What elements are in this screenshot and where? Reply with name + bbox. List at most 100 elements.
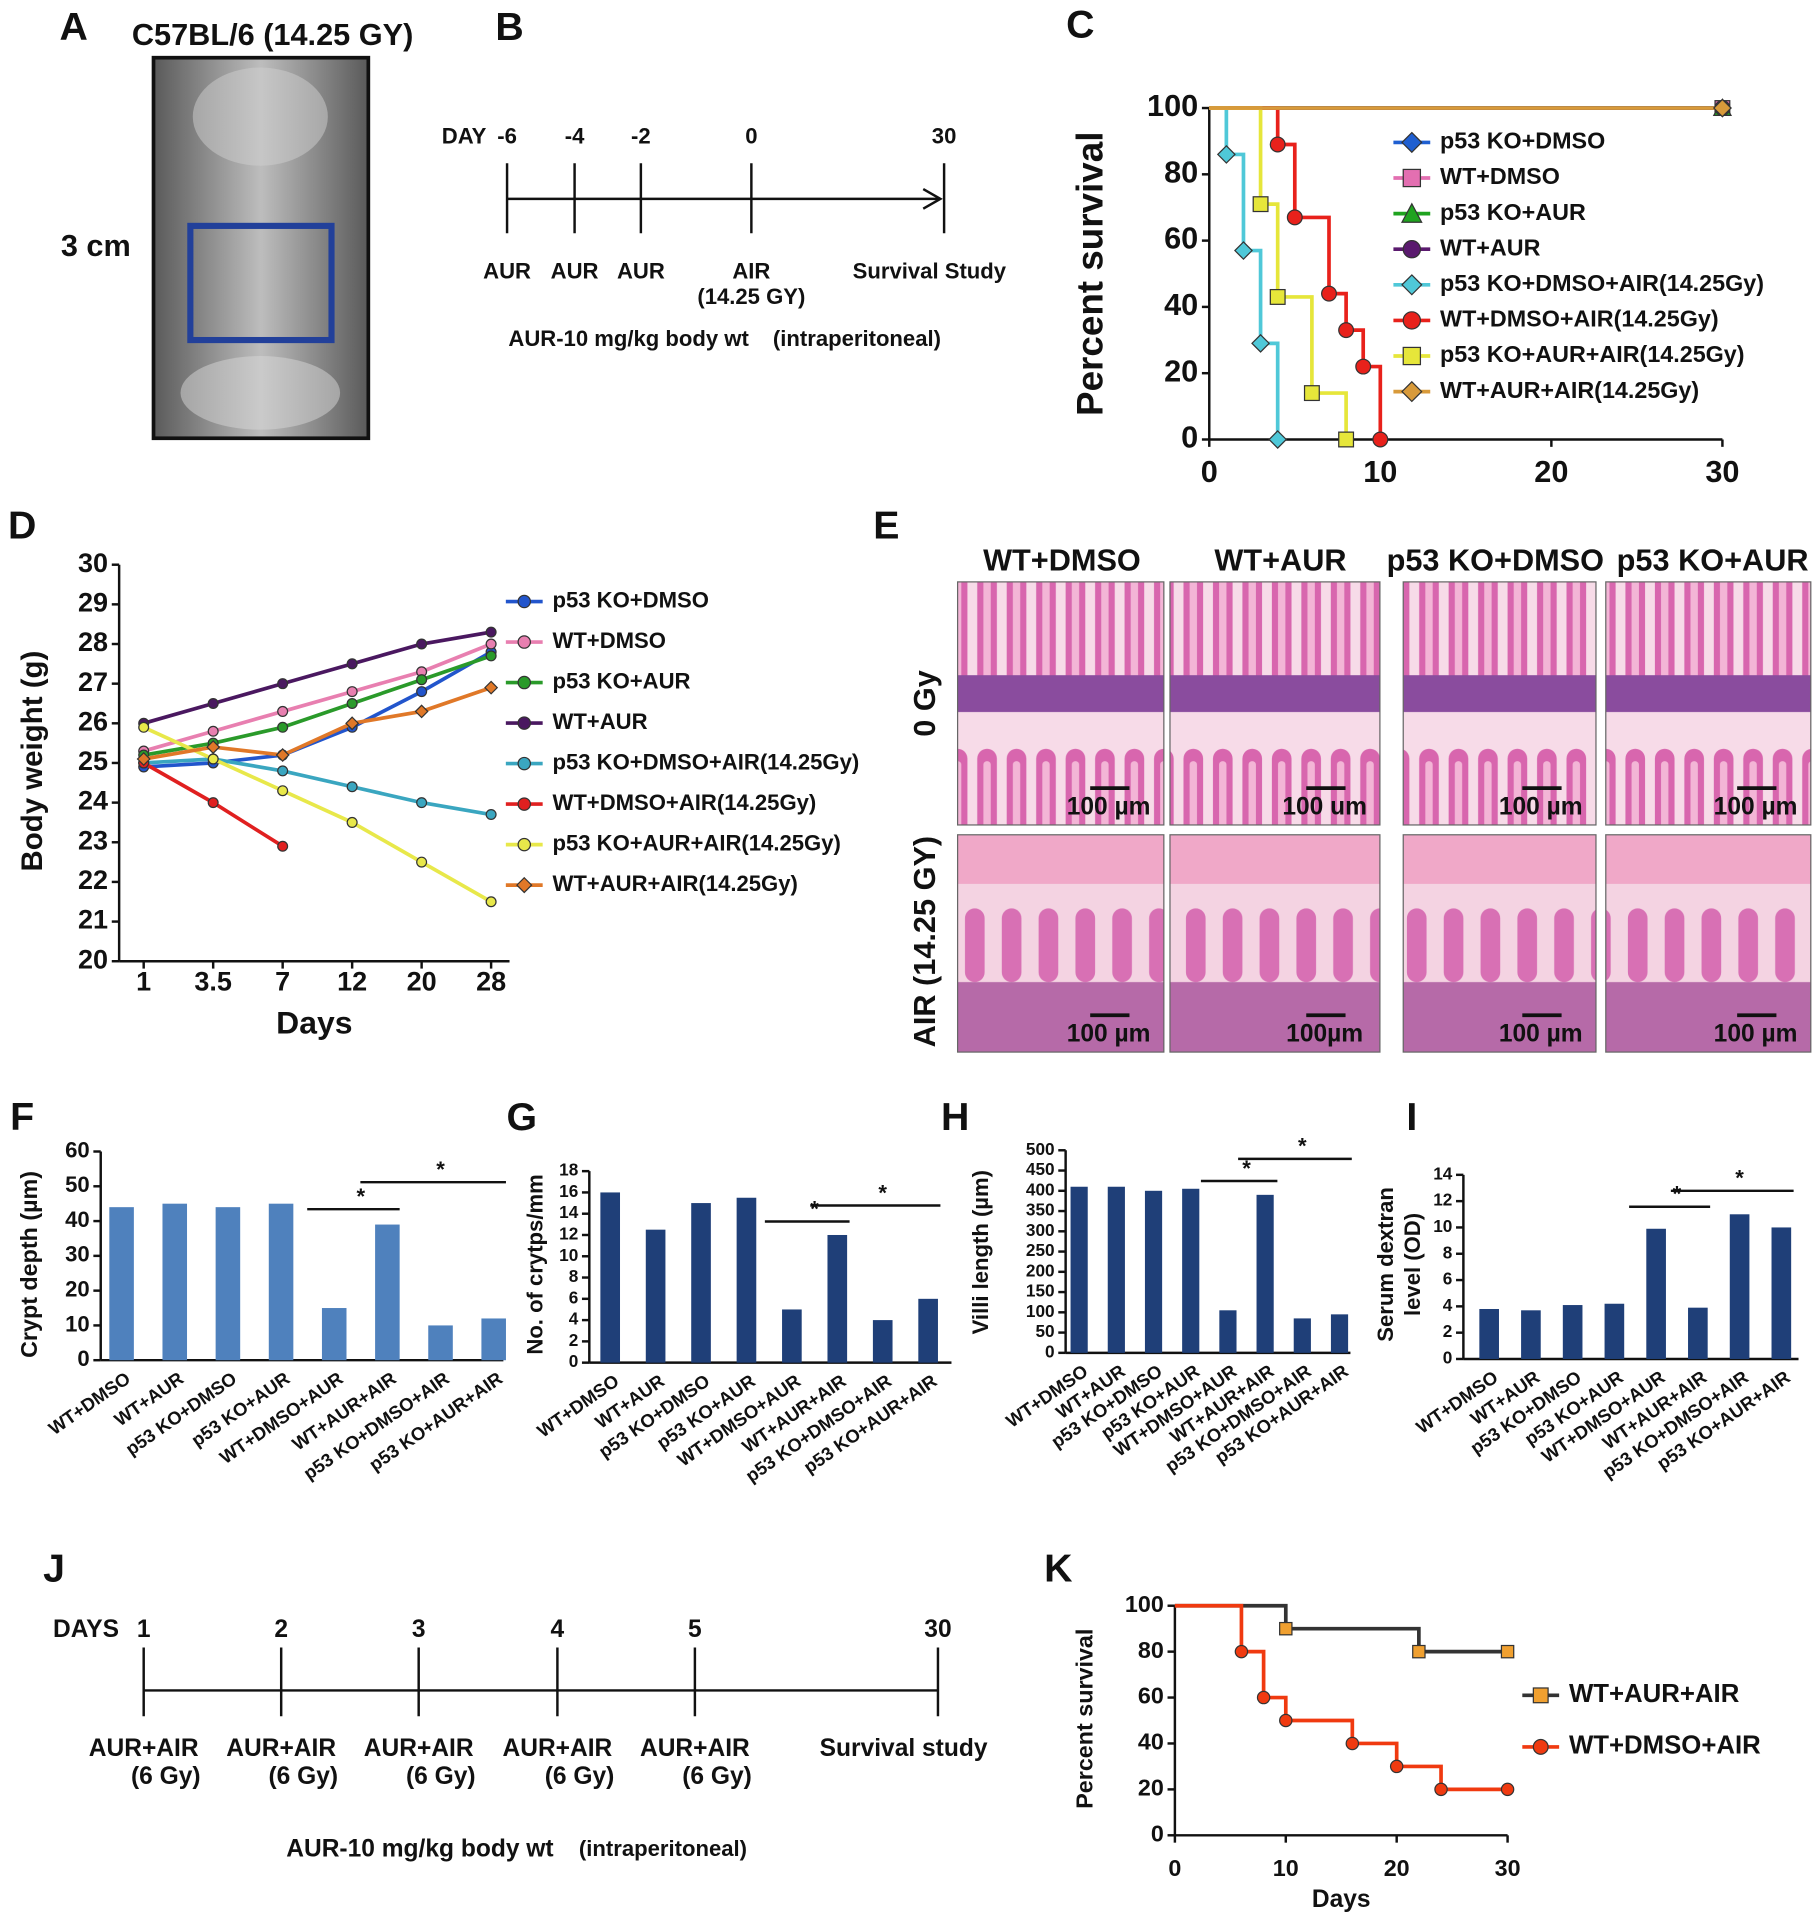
day: -6	[497, 123, 517, 148]
y-tick-label: 21	[78, 905, 108, 935]
data-point	[1389, 1759, 1404, 1774]
panel-b: B DAY -6 -4 -2 0 30 AUR AUR AUR AIR (14.…	[442, 5, 1007, 351]
data-point	[345, 716, 360, 731]
route: (intraperitoneal)	[579, 1836, 747, 1861]
legend-marker	[517, 837, 532, 852]
field-box	[187, 222, 335, 344]
bar	[375, 1224, 400, 1361]
y-tick-label: 12	[559, 1224, 578, 1244]
series-line	[143, 642, 492, 753]
y-tick-label: 10	[1433, 1216, 1452, 1236]
y-tick-label: 14	[1433, 1163, 1453, 1183]
data-point	[1252, 196, 1269, 213]
data-point	[277, 785, 289, 797]
event: AUR+AIR	[503, 1735, 613, 1762]
legend-label: WT+DMSO+AIR	[1569, 1732, 1761, 1760]
day: -2	[631, 123, 651, 148]
row-title: 0 Gy	[907, 670, 942, 737]
bar	[600, 1192, 621, 1363]
data-point	[1234, 241, 1253, 261]
column-title: WT+DMSO	[983, 542, 1141, 577]
panel-label: B	[495, 5, 523, 49]
legend-label: WT+AUR	[1440, 234, 1541, 260]
y-axis-label: Percent survival	[1069, 132, 1110, 416]
data-point	[1434, 1782, 1448, 1797]
y-tick-label: 14	[559, 1202, 579, 1222]
data-point	[207, 697, 219, 710]
arrow-head	[922, 187, 943, 210]
y-tick-label: 200	[1026, 1260, 1055, 1280]
y-tick-label: 0	[1045, 1341, 1055, 1361]
legend-marker	[1402, 168, 1422, 188]
bar	[1771, 1227, 1792, 1359]
data-point	[277, 678, 289, 690]
y-axis-label: Percent survival	[1072, 1629, 1098, 1809]
panel-label: C	[1066, 2, 1094, 46]
data-point	[416, 856, 428, 868]
legend-label: p53 KO+DMSO+AIR(14.25Gy)	[552, 749, 859, 774]
xray-shape	[192, 67, 328, 166]
panel-label: I	[1406, 1095, 1417, 1139]
day: 30	[932, 123, 957, 148]
data-point	[1256, 1690, 1271, 1705]
x-tick-label: 20	[407, 966, 437, 996]
y-tick-label: 300	[1026, 1220, 1055, 1240]
x-tick-label: 20	[1384, 1855, 1410, 1881]
event: AIR	[732, 258, 770, 283]
data-point	[346, 781, 358, 793]
x-tick-label: 20	[1534, 454, 1568, 489]
event: Survival Study	[853, 258, 1007, 283]
y-tick-label: 8	[1443, 1242, 1453, 1262]
bar	[268, 1203, 294, 1361]
y-tick-label: 2	[1443, 1321, 1453, 1341]
series-line	[143, 654, 492, 757]
y-tick-label: 60	[1164, 221, 1198, 256]
bar	[1182, 1188, 1200, 1353]
panel-label: D	[8, 503, 36, 547]
data-point	[206, 740, 221, 755]
event: AUR	[617, 258, 665, 283]
bar	[1604, 1303, 1625, 1359]
data-point	[1712, 98, 1732, 118]
event: (14.25 GY)	[697, 284, 805, 309]
data-point	[1269, 136, 1286, 153]
y-tick-label: 100	[1147, 88, 1198, 123]
x-axis-label: Days	[1312, 1886, 1371, 1913]
route: (intraperitoneal)	[773, 326, 941, 351]
data-point	[1286, 209, 1303, 226]
legend-marker	[517, 635, 532, 649]
y-tick-label: 27	[78, 667, 108, 697]
data-point	[1412, 1644, 1426, 1659]
x-tick-label: 30	[1705, 454, 1739, 489]
y-axis-label: Body weight (g)	[16, 651, 49, 872]
bar	[1646, 1228, 1666, 1359]
legend-marker	[517, 716, 532, 730]
legend-label: p53 KO+AUR+AIR(14.25Gy)	[1440, 341, 1744, 367]
data-point	[207, 797, 219, 809]
x-tick-label: 7	[275, 966, 290, 996]
bar	[1293, 1318, 1311, 1353]
day: 1	[137, 1616, 151, 1643]
event: (6 Gy)	[268, 1763, 338, 1790]
y-tick-label: 24	[78, 786, 108, 816]
x-tick-label: 10	[1273, 1855, 1299, 1881]
scale-label: 100 µm	[1714, 1020, 1798, 1047]
histology-image	[1402, 581, 1597, 826]
bar	[1479, 1308, 1499, 1359]
day: 4	[551, 1616, 565, 1643]
significance-label: *	[1242, 1156, 1251, 1181]
data-point	[1338, 322, 1355, 339]
panel-label: F	[10, 1095, 34, 1139]
y-axis-label: Crypt depth (µm)	[16, 1171, 42, 1358]
data-point	[1279, 1713, 1293, 1728]
data-point	[416, 686, 428, 698]
data-point	[136, 751, 151, 767]
y-tick-label: 50	[65, 1172, 90, 1197]
y-tick-label: 28	[78, 627, 108, 657]
panel-title: C57BL/6 (14.25 GY)	[132, 17, 413, 52]
data-point	[346, 686, 358, 698]
y-tick-label: 50	[1035, 1321, 1054, 1341]
data-point	[1279, 1621, 1293, 1636]
data-point	[346, 697, 358, 710]
